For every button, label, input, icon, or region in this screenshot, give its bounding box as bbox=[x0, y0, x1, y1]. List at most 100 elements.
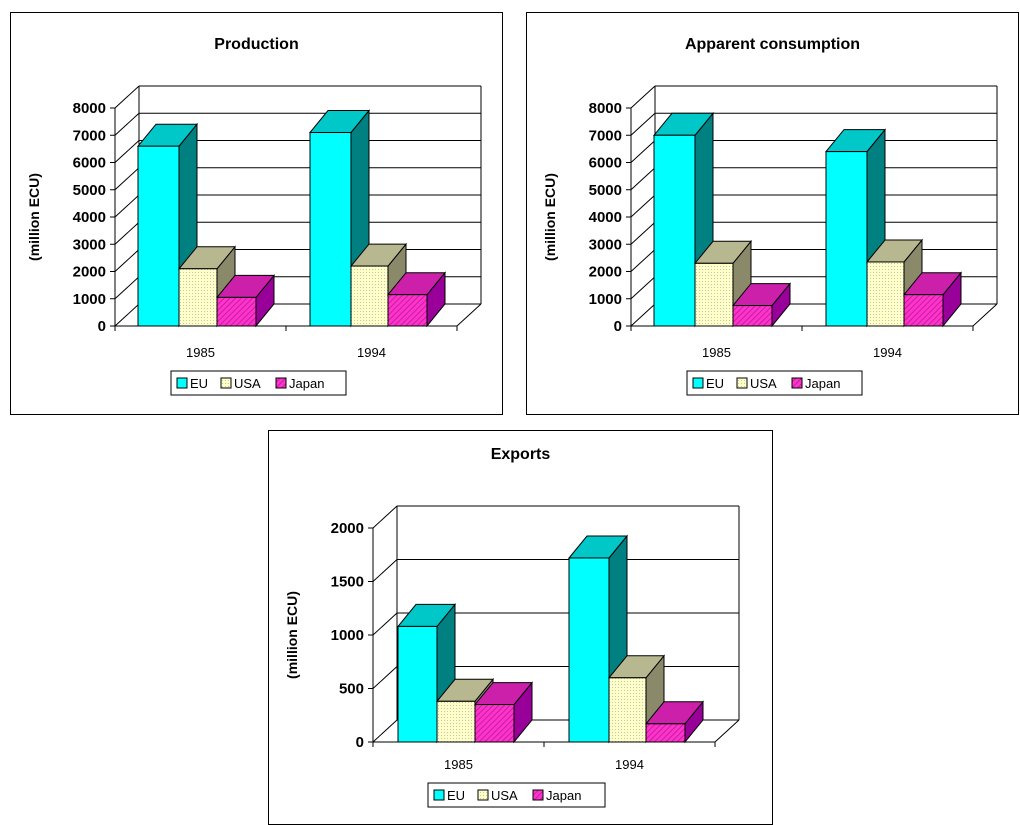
side-gridline bbox=[630, 140, 656, 163]
side-gridline bbox=[114, 112, 140, 136]
legend-box bbox=[686, 370, 863, 396]
y-tick-label: 6000 bbox=[73, 155, 106, 172]
x-tick-label: 1994 bbox=[357, 345, 386, 360]
legend-swatch-japan bbox=[275, 377, 287, 389]
exports-chart: Exports 0 500 1000 1500 2000 (million ECU) 1985… bbox=[284, 446, 740, 808]
y-tick-label: 4000 bbox=[589, 209, 622, 226]
legend-swatch-japan bbox=[791, 377, 803, 389]
legend-label-eu: EU bbox=[706, 376, 724, 391]
bar-front bbox=[178, 268, 218, 327]
side-gridline bbox=[114, 167, 140, 191]
side-gridline bbox=[630, 194, 656, 218]
bar-japan-1994 bbox=[644, 700, 705, 744]
legend-swatch-usa bbox=[477, 789, 489, 801]
bar-front bbox=[387, 294, 428, 327]
bar-front bbox=[645, 723, 686, 743]
bar-front bbox=[137, 145, 180, 327]
bar-front bbox=[903, 294, 944, 327]
y-tick-label: 1000 bbox=[589, 291, 622, 308]
bar-japan-1994 bbox=[902, 271, 963, 328]
x-tick-label: 1994 bbox=[615, 757, 644, 772]
side-gridline bbox=[630, 276, 656, 300]
bar-eu-1985 bbox=[652, 111, 715, 328]
side-gridline bbox=[372, 612, 398, 636]
y-tick-label: 2000 bbox=[331, 520, 364, 537]
side-gridline bbox=[372, 559, 398, 582]
legend-label-japan: Japan bbox=[805, 376, 840, 391]
side-gridline bbox=[630, 112, 656, 136]
side-gridline bbox=[114, 85, 140, 109]
legend-swatch-eu bbox=[692, 377, 704, 389]
legend: EU USA Japan bbox=[170, 370, 347, 396]
bar-front bbox=[350, 265, 389, 327]
y-axis-label: (million ECU) bbox=[26, 173, 42, 261]
bar-japan-1985 bbox=[731, 282, 792, 328]
bar-front bbox=[474, 704, 515, 743]
side-gridline bbox=[630, 221, 656, 245]
y-tick-label: 5000 bbox=[589, 182, 622, 199]
y-tick-label: 0 bbox=[98, 318, 106, 335]
side-gridline bbox=[372, 666, 398, 689]
y-tick-label: 0 bbox=[356, 734, 364, 751]
chart-title: Exports bbox=[491, 446, 551, 463]
y-tick-label: 0 bbox=[614, 318, 622, 335]
side-gridline bbox=[114, 140, 140, 163]
y-axis-label: (million ECU) bbox=[284, 591, 300, 679]
side-gridline bbox=[372, 505, 398, 529]
y-tick-label: 4000 bbox=[73, 209, 106, 226]
y-tick-label: 1000 bbox=[73, 291, 106, 308]
side-gridline bbox=[114, 249, 140, 272]
bar-front bbox=[732, 305, 773, 327]
bar-front bbox=[216, 296, 257, 327]
legend-label-eu: EU bbox=[447, 788, 465, 803]
legend-label-usa: USA bbox=[234, 376, 261, 391]
y-tick-label: 3000 bbox=[589, 236, 622, 253]
legend-label-japan: Japan bbox=[546, 788, 581, 803]
side-gridline bbox=[114, 221, 140, 245]
legend-swatch-japan bbox=[532, 789, 544, 801]
legend-box bbox=[170, 370, 347, 396]
side-gridline bbox=[114, 194, 140, 218]
bar-front bbox=[309, 132, 352, 327]
bar-front bbox=[866, 261, 905, 327]
legend-swatch-eu bbox=[433, 789, 445, 801]
side-gridline bbox=[114, 303, 140, 327]
y-tick-label: 6000 bbox=[589, 155, 622, 172]
side-gridline bbox=[630, 85, 656, 109]
bar-japan-1985 bbox=[473, 681, 534, 744]
y-tick-label: 5000 bbox=[73, 182, 106, 199]
y-axis-label: (million ECU) bbox=[542, 173, 558, 261]
exports-chart-panel: Exports 0 500 1000 1500 2000 (million ECU) 1985… bbox=[268, 430, 773, 825]
legend-label-usa: USA bbox=[491, 788, 518, 803]
production-chart: Production 0 1000 2000 3000 4000 5000 6000 7000 8… bbox=[26, 36, 482, 396]
consumption-chart-panel: Apparent consumption 0 1000 2000 3000 4000 500… bbox=[526, 12, 1019, 415]
y-tick-label: 7000 bbox=[589, 127, 622, 144]
bar-front bbox=[825, 151, 868, 327]
legend-label-usa: USA bbox=[750, 376, 777, 391]
x-tick-label: 1985 bbox=[702, 345, 731, 360]
production-chart-panel: Production 0 1000 2000 3000 4000 5000 6000 7000 8… bbox=[10, 12, 503, 415]
side-gridline bbox=[630, 167, 656, 191]
y-tick-label: 1500 bbox=[331, 574, 364, 591]
x-tick-label: 1994 bbox=[873, 345, 902, 360]
bar-front bbox=[568, 557, 610, 743]
bar-japan-1994 bbox=[386, 271, 447, 328]
bar-front bbox=[436, 700, 476, 743]
bar-front bbox=[694, 262, 734, 327]
legend-box bbox=[427, 782, 606, 808]
bar-eu-1985 bbox=[396, 602, 457, 744]
y-tick-label: 1000 bbox=[331, 627, 364, 644]
chart-title: Production bbox=[214, 36, 298, 53]
apparent-consumption-chart: Apparent consumption 0 1000 2000 3000 4000 500… bbox=[542, 36, 998, 396]
y-tick-label: 2000 bbox=[589, 264, 622, 281]
legend-swatch-usa bbox=[736, 377, 748, 389]
side-gridline bbox=[114, 276, 140, 300]
x-tick-label: 1985 bbox=[186, 345, 215, 360]
bar-front bbox=[397, 625, 438, 743]
x-tick-label: 1985 bbox=[444, 757, 473, 772]
bar-front bbox=[653, 134, 696, 327]
bar-front bbox=[608, 677, 647, 743]
y-tick-label: 3000 bbox=[73, 236, 106, 253]
bar-japan-1985 bbox=[215, 273, 276, 328]
legend-swatch-usa bbox=[220, 377, 232, 389]
